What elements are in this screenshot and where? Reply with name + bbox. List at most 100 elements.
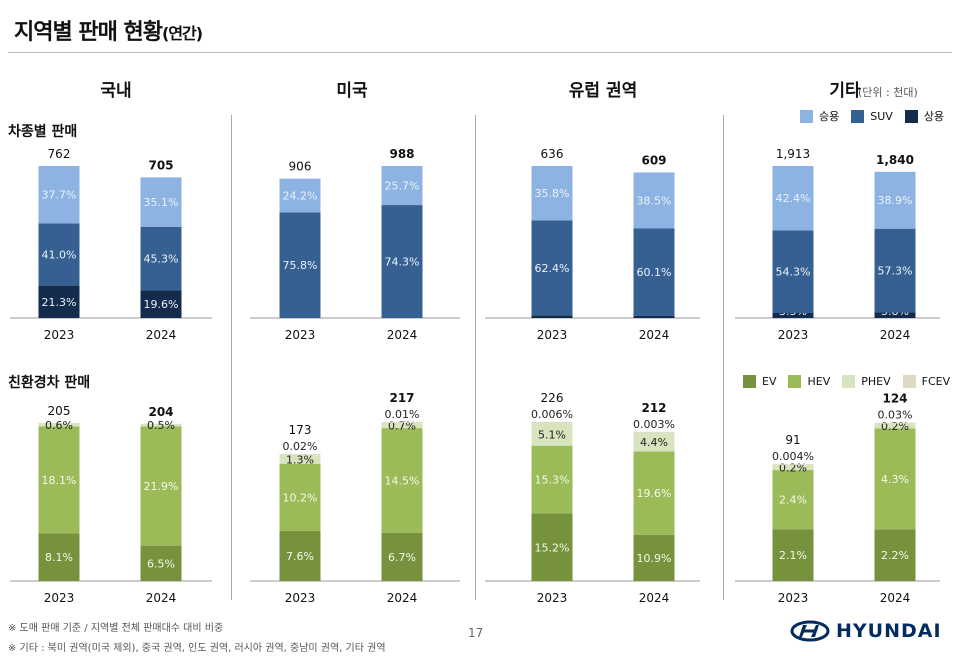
bar-segment-ev: [772, 529, 814, 581]
data-label: 19.6%: [637, 487, 672, 500]
x-tick-label: 2024: [880, 328, 911, 342]
region-heading-us: 미국: [336, 81, 368, 101]
bar-segment-ev: [38, 533, 80, 581]
legend-item: FCEV: [902, 375, 951, 388]
hyundai-emblem-icon: [790, 620, 830, 642]
data-label: 0.006%: [531, 408, 573, 421]
total-label: 636: [541, 147, 564, 161]
legend-item: PHEV: [842, 375, 891, 388]
bar-segment-상용: [531, 315, 573, 318]
data-label: 0.004%: [772, 450, 814, 463]
divider: [475, 115, 476, 600]
data-label: 0.03%: [878, 409, 913, 422]
x-tick-label: 2023: [537, 328, 568, 342]
legend-item: SUV: [851, 109, 893, 123]
data-label: 0.003%: [633, 418, 675, 431]
data-label: 41.0%: [42, 248, 77, 261]
divider: [231, 115, 232, 600]
bar-segment-fcev: [874, 422, 916, 424]
x-tick-label: 2023: [44, 328, 75, 342]
bar-segment-승용: [38, 166, 80, 224]
unit-label: (단위 : 천대): [858, 86, 918, 99]
title-suffix: (연간): [162, 24, 203, 43]
total-label: 217: [389, 391, 414, 405]
title-divider: [8, 52, 952, 53]
legend-item: HEV: [788, 375, 830, 388]
total-label: 91: [785, 433, 800, 447]
data-label: 54.3%: [776, 266, 811, 279]
x-tick-label: 2024: [387, 328, 418, 342]
hyundai-logo: HYUNDAI: [790, 620, 942, 642]
data-label: 21.3%: [42, 296, 77, 309]
bar-segment-suv: [279, 212, 321, 318]
bar-segment-suv: [874, 228, 916, 313]
region-heading-europe: 유럽 권역: [568, 81, 638, 101]
bar-segment-fcev: [772, 464, 814, 466]
logo-wordmark: HYUNDAI: [836, 620, 942, 642]
bar-segment-승용: [633, 172, 675, 229]
bar-segment-hev: [531, 445, 573, 514]
total-label: 124: [882, 392, 907, 406]
legend-label: SUV: [870, 109, 893, 123]
bar-segment-ev: [279, 530, 321, 581]
legend-label: EV: [762, 375, 777, 388]
bar-segment-suv: [140, 226, 182, 291]
data-label: 10.2%: [283, 491, 318, 504]
x-tick-label: 2023: [285, 328, 316, 342]
x-tick-label: 2024: [639, 591, 670, 605]
x-tick-label: 2024: [880, 591, 911, 605]
divider: [723, 115, 724, 600]
bar-segment-hev: [772, 470, 814, 530]
bar-segment-상용: [38, 285, 80, 318]
bar-segment-phev: [381, 423, 423, 429]
total-label: 1,840: [876, 153, 914, 167]
bar-segment-hev: [874, 428, 916, 530]
legend-label: FCEV: [921, 375, 951, 388]
x-tick-label: 2023: [778, 328, 809, 342]
bar-segment-phev: [140, 423, 182, 427]
legend-label: 승용: [819, 110, 840, 123]
data-label: 0.2%: [779, 462, 807, 475]
total-label: 609: [641, 153, 666, 167]
legend-swatch: [743, 375, 756, 388]
data-label: 1.3%: [286, 453, 314, 466]
data-label: 38.9%: [878, 194, 913, 207]
data-label: 37.7%: [42, 189, 77, 202]
total-label: 705: [148, 158, 173, 172]
bar-segment-상용: [874, 312, 916, 318]
bar-segment-hev: [633, 451, 675, 535]
data-label: 4.3%: [881, 473, 909, 486]
data-label: 15.2%: [535, 541, 570, 554]
bar-segment-승용: [531, 166, 573, 221]
bar-segment-hev: [38, 426, 80, 534]
bar-segment-phev: [874, 423, 916, 429]
data-label: 35.8%: [535, 187, 570, 200]
bar-segment-승용: [772, 166, 814, 231]
legend-item: 승용: [800, 108, 839, 124]
x-tick-label: 2023: [537, 591, 568, 605]
title-text: 지역별 판매 현황: [14, 20, 163, 45]
total-label: 762: [48, 147, 71, 161]
data-label: 19.6%: [144, 298, 179, 311]
data-label: 0.7%: [388, 420, 416, 433]
page-title: 지역별 판매 현황(연간): [14, 14, 203, 46]
bar-segment-hev: [140, 426, 182, 546]
bar-segment-상용: [633, 315, 675, 318]
data-label: 35.1%: [144, 196, 179, 209]
bar-segment-승용: [279, 178, 321, 213]
legend-swatch: [851, 109, 865, 123]
bar-segment-승용: [140, 177, 182, 227]
data-label: 74.3%: [385, 256, 420, 269]
bar-segment-phev: [772, 465, 814, 471]
total-label: 205: [48, 404, 71, 418]
legend-item: 상용: [904, 108, 944, 124]
data-label: 0.02%: [283, 440, 318, 453]
legend-item: EV: [743, 375, 776, 388]
region-heading-domestic: 국내: [100, 81, 132, 101]
bar-segment-승용: [874, 171, 916, 229]
data-label: 7.6%: [286, 550, 314, 563]
section-type-sales: 차종별 판매: [8, 124, 78, 140]
x-tick-label: 2023: [778, 591, 809, 605]
data-label: 14.5%: [385, 474, 420, 487]
